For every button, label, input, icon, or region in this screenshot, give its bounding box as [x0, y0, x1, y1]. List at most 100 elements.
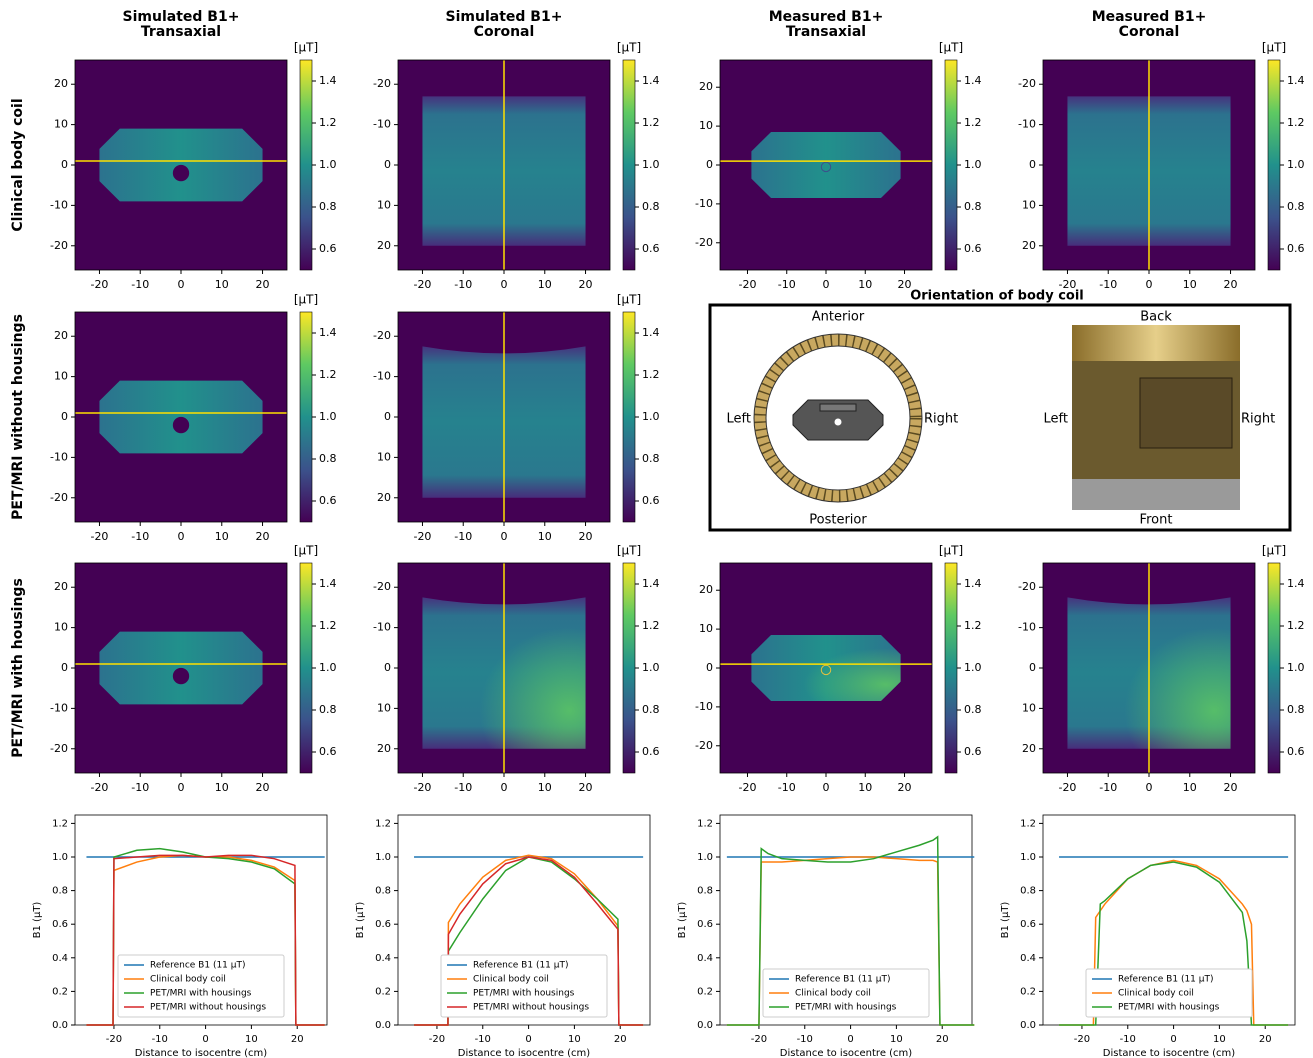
x-tick-label: -10 [475, 1034, 491, 1045]
x-tick-label: 20 [256, 530, 270, 543]
colorbar-tick-label: 1.4 [964, 577, 982, 590]
y-tick-label: 10 [54, 370, 68, 383]
colorbar-tick-label: 1.2 [319, 116, 337, 129]
x-tick-label: 0 [501, 278, 508, 291]
colorbar-tick-label: 0.8 [964, 200, 982, 213]
colorbar-tick-label: 1.0 [642, 410, 660, 423]
coil-side-top [1072, 325, 1240, 363]
x-tick-label: -10 [778, 278, 796, 291]
legend-label: Reference B1 (11 µT) [1118, 975, 1214, 985]
colorbar-tick-label: 0.6 [319, 494, 337, 507]
colorbar-tick-label: 1.0 [1287, 158, 1305, 171]
y-axis-label: B1 (µT) [32, 902, 43, 939]
x-axis-label: Distance to isocentre (cm) [1103, 1048, 1236, 1058]
y-tick-label: 0.0 [1020, 1020, 1036, 1031]
colorbar-tick-label: 0.6 [1287, 745, 1305, 758]
label-left: Left [727, 412, 751, 427]
colorbar-tick-label: 1.2 [1287, 116, 1305, 129]
x-tick-label: 20 [898, 278, 912, 291]
y-axis-label: B1 (µT) [677, 902, 688, 939]
y-tick-label: -20 [50, 491, 68, 504]
colorbar-tick-label: 0.8 [642, 703, 660, 716]
colorbar [300, 60, 312, 270]
y-tick-label: 1.2 [52, 818, 68, 829]
y-tick-label: 0 [384, 158, 391, 171]
colorbar-tick-label: 0.6 [964, 745, 982, 758]
y-tick-label: 0.4 [375, 953, 391, 964]
colorbar-tick-label: 0.6 [642, 745, 660, 758]
colorbar-tick-label: 1.2 [319, 368, 337, 381]
y-tick-label: 0.6 [375, 919, 391, 930]
y-tick-label: 20 [54, 77, 68, 90]
x-axis-label: Distance to isocentre (cm) [780, 1048, 913, 1058]
y-tick-label: -10 [373, 621, 391, 634]
label-back: Back [1140, 310, 1172, 325]
legend-label: Clinical body coil [473, 975, 549, 985]
colorbar-tick-label: 1.0 [319, 158, 337, 171]
y-tick-label: 0.2 [375, 986, 391, 997]
x-tick-label: 0 [178, 278, 185, 291]
y-tick-label: 0 [61, 661, 68, 674]
x-tick-label: -10 [797, 1034, 813, 1045]
y-tick-label: 10 [54, 621, 68, 634]
colorbar [623, 60, 635, 270]
label-front: Front [1140, 513, 1173, 528]
y-tick-label: 0.2 [697, 986, 713, 997]
x-tick-label: 10 [858, 278, 872, 291]
y-tick-label: -10 [1018, 118, 1036, 131]
heatmap-region [751, 132, 900, 198]
y-tick-label: 1.2 [1020, 818, 1036, 829]
y-tick-label: 0.8 [375, 886, 391, 897]
legend-label: Clinical body coil [150, 975, 226, 985]
colorbar-label: [µT] [294, 293, 318, 307]
legend-label: PET/MRI without housings [150, 1003, 266, 1013]
colorbar-tick-label: 1.2 [319, 619, 337, 632]
x-tick-label: 10 [890, 1034, 903, 1045]
x-tick-label: -20 [429, 1034, 445, 1045]
colorbar-label: [µT] [617, 293, 641, 307]
x-tick-label: 0 [525, 1034, 531, 1045]
label-right-side: Right [1241, 412, 1275, 427]
colorbar-tick-label: 1.0 [642, 661, 660, 674]
colorbar-tick-label: 1.2 [642, 368, 660, 381]
colorbar-tick-label: 1.0 [964, 158, 982, 171]
y-tick-label: 0.2 [52, 986, 68, 997]
x-tick-label: 20 [1224, 278, 1238, 291]
x-tick-label: 10 [538, 781, 552, 794]
colorbar-tick-label: 0.6 [1287, 242, 1305, 255]
colorbar [1268, 563, 1280, 773]
colorbar-tick-label: 1.0 [642, 158, 660, 171]
legend-label: Clinical body coil [1118, 989, 1194, 999]
column-title: Transaxial [141, 24, 221, 40]
colorbar-tick-label: 0.6 [319, 242, 337, 255]
colorbar-tick-label: 0.6 [642, 242, 660, 255]
x-tick-label: -10 [131, 781, 149, 794]
y-tick-label: 10 [699, 622, 713, 635]
x-tick-label: 20 [579, 530, 593, 543]
colorbar-tick-label: 1.4 [642, 326, 660, 339]
row-label: PET/MRI without housings [10, 314, 26, 520]
legend-label: PET/MRI with housings [473, 989, 575, 999]
colorbar-tick-label: 0.8 [319, 703, 337, 716]
x-tick-label: -20 [413, 278, 431, 291]
x-tick-label: 20 [1259, 1034, 1272, 1045]
x-tick-label: -20 [738, 781, 756, 794]
colorbar-tick-label: 1.0 [319, 661, 337, 674]
y-tick-label: -10 [50, 701, 68, 714]
y-tick-label: 20 [377, 742, 391, 755]
colorbar [300, 312, 312, 522]
y-tick-label: 0.0 [375, 1020, 391, 1031]
y-tick-label: 10 [699, 119, 713, 132]
x-tick-label: -10 [1099, 278, 1117, 291]
colorbar-tick-label: 0.6 [642, 494, 660, 507]
colorbar-tick-label: 1.4 [319, 577, 337, 590]
x-tick-label: -10 [1120, 1034, 1136, 1045]
colorbar-tick-label: 0.8 [642, 452, 660, 465]
column-title: Simulated B1+ [123, 9, 240, 25]
y-tick-label: 0.6 [1020, 919, 1036, 930]
y-tick-label: -20 [1018, 580, 1036, 593]
y-tick-label: 10 [377, 450, 391, 463]
x-axis-label: Distance to isocentre (cm) [458, 1048, 591, 1058]
y-tick-label: -20 [373, 329, 391, 342]
x-tick-label: 10 [215, 278, 229, 291]
